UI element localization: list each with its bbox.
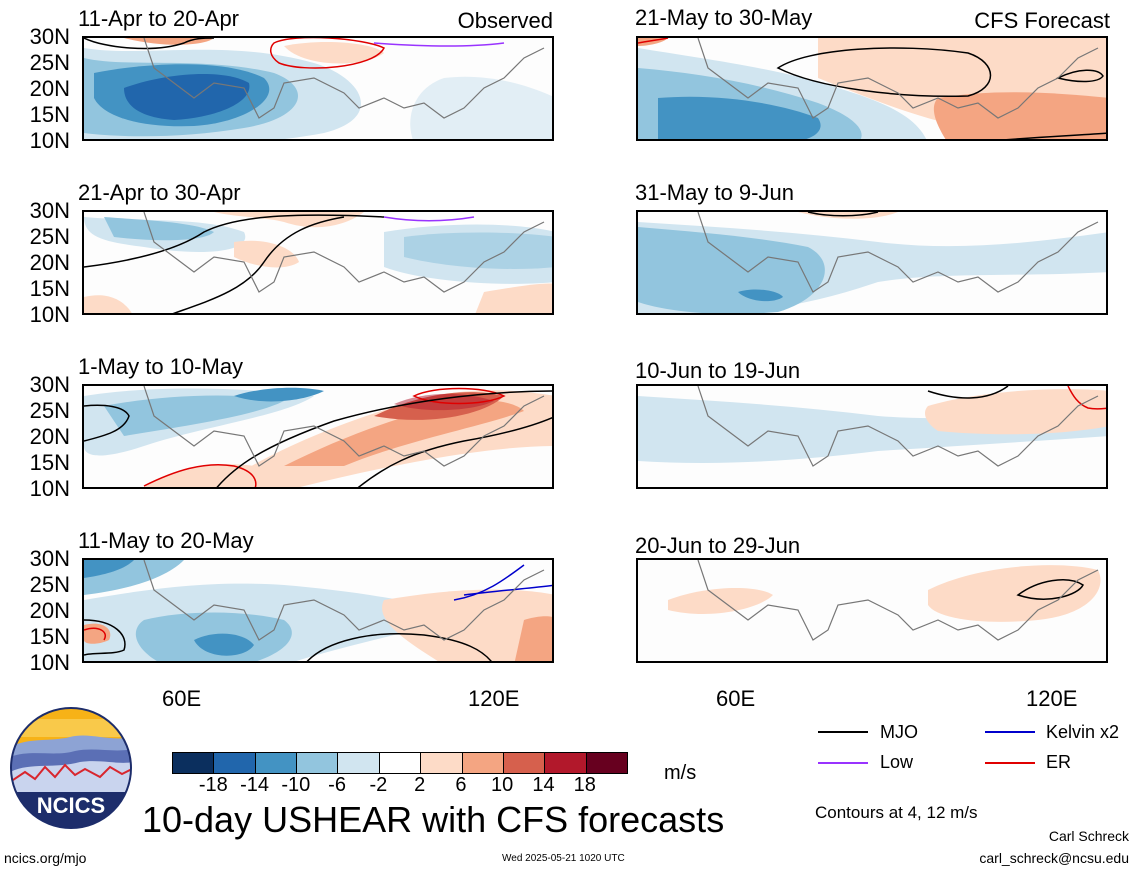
colorbar-swatch xyxy=(296,753,338,773)
panel-title-8: 20-Jun to 29-Jun xyxy=(635,533,801,558)
legend-low-label: Low xyxy=(880,752,914,772)
colorbar-swatch xyxy=(420,753,462,773)
colorbar-tick-label: 10 xyxy=(491,774,514,796)
map-panel-21may-30may xyxy=(636,36,1108,141)
colorbar-tick-label: 6 xyxy=(455,774,467,796)
lon-label-right-120e: 120E xyxy=(1026,686,1078,711)
panel-title-3: 21-Apr to 30-Apr xyxy=(78,180,241,205)
lat-label: 10N xyxy=(29,476,70,501)
lon-label-left-120e: 120E xyxy=(468,686,520,711)
contour-note: Contours at 4, 12 m/s xyxy=(815,803,978,822)
lon-label-left-60e: 60E xyxy=(162,686,202,711)
legend-er-line xyxy=(985,762,1035,764)
lat-label: 10N xyxy=(29,650,70,675)
colorbar-swatch xyxy=(502,753,545,773)
legend-kelvin-label: Kelvin x2 xyxy=(1046,722,1120,742)
colorbar-swatch xyxy=(461,753,503,773)
colorbar-tick-label: 14 xyxy=(532,774,555,796)
legend-er-label: ER xyxy=(1046,752,1072,772)
lat-label: 25N xyxy=(29,398,70,423)
lat-label: 30N xyxy=(29,198,70,223)
timestamp: Wed 2025-05-21 1020 UTC xyxy=(502,853,625,864)
lat-label: 30N xyxy=(29,24,70,49)
colorbar-units: m/s xyxy=(664,762,697,784)
legend-kelvin-line xyxy=(985,731,1035,733)
colorbar-swatch xyxy=(337,753,379,773)
colorbar-swatch xyxy=(378,753,421,773)
lat-label: 20N xyxy=(29,424,70,449)
ncics-logo: NCICS xyxy=(10,707,132,829)
lat-label: 10N xyxy=(29,302,70,327)
lat-label: 25N xyxy=(29,224,70,249)
logo-text: NCICS xyxy=(37,793,105,818)
colorbar-tick-label: 18 xyxy=(573,774,596,796)
colorbar-swatch xyxy=(173,753,214,773)
lat-label: 30N xyxy=(29,372,70,397)
colorbar-tick-label: -18 xyxy=(198,774,228,796)
lon-label-right-60e: 60E xyxy=(716,686,756,711)
colorbar-tick-label: -2 xyxy=(369,774,388,796)
lat-label: 15N xyxy=(29,624,70,649)
panel-title-6: 10-Jun to 19-Jun xyxy=(635,358,801,383)
source-url: ncics.org/mjo xyxy=(4,850,87,866)
legend-mjo-label: MJO xyxy=(880,722,918,742)
panel-title-5: 1-May to 10-May xyxy=(78,354,244,379)
colorbar xyxy=(172,752,628,774)
lat-label: 10N xyxy=(29,128,70,153)
legend-low-line xyxy=(818,762,868,764)
panel-title-2: 21-May to 30-May xyxy=(635,5,813,30)
author-email: carl_schreck@ncsu.edu xyxy=(979,850,1129,866)
map-panel-31may-9jun xyxy=(636,210,1108,315)
colorbar-tick-label: 2 xyxy=(414,774,426,796)
legend-mjo-line xyxy=(818,731,868,733)
panel-title-7: 11-May to 20-May xyxy=(78,528,254,553)
map-panel-1may-10may xyxy=(82,384,554,489)
colorbar-swatch xyxy=(585,753,627,773)
colorbar-swatch xyxy=(254,753,297,773)
map-panel-11apr-20apr xyxy=(82,36,554,141)
lat-label: 15N xyxy=(29,450,70,475)
panel-title-1: 11-Apr to 20-Apr xyxy=(78,6,240,31)
map-panel-10jun-19jun xyxy=(636,384,1108,489)
lat-label: 30N xyxy=(29,546,70,571)
map-panel-11may-20may xyxy=(82,558,554,663)
author-name: Carl Schreck xyxy=(1048,828,1129,844)
lat-label: 20N xyxy=(29,598,70,623)
lat-label: 15N xyxy=(29,276,70,301)
figure-title: 10-day USHEAR with CFS forecasts xyxy=(142,799,725,840)
panel-label-forecast: CFS Forecast xyxy=(974,8,1110,33)
colorbar-tick-label: -14 xyxy=(240,774,269,796)
map-panel-20jun-29jun xyxy=(636,558,1108,663)
map-panel-21apr-30apr xyxy=(82,210,554,315)
lat-label: 25N xyxy=(29,572,70,597)
lat-label: 25N xyxy=(29,50,70,75)
colorbar-tick-label: -10 xyxy=(281,774,311,796)
colorbar-tick-label: -6 xyxy=(328,774,346,796)
lat-label: 20N xyxy=(29,250,70,275)
lat-label: 20N xyxy=(29,76,70,101)
panel-title-4: 31-May to 9-Jun xyxy=(635,180,794,205)
colorbar-swatch xyxy=(544,753,586,773)
panel-label-observed: Observed xyxy=(457,8,553,33)
colorbar-swatch xyxy=(213,753,255,773)
lat-label: 15N xyxy=(29,102,70,127)
